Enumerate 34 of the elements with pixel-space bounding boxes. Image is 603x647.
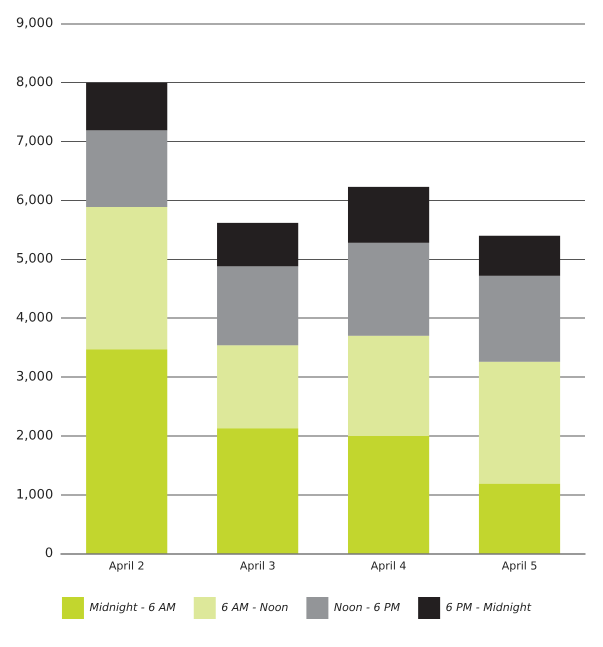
bar (217, 345, 298, 428)
bar (348, 436, 430, 554)
y-tick-label: 2,000 (16, 428, 54, 444)
y-tick-label: 9,000 (16, 16, 54, 32)
bar (348, 336, 430, 436)
y-tick-label: 6,000 (16, 192, 54, 208)
x-tick-label: April 5 (502, 559, 538, 572)
bar (478, 276, 560, 362)
y-tick-label: 4,000 (16, 310, 54, 326)
bar (86, 130, 168, 207)
y-tick-label: 5,000 (16, 252, 54, 267)
y-tick-label: 1,000 (16, 487, 54, 502)
x-tick-label: April 4 (370, 559, 406, 572)
legend-label: 6 AM - Noon (221, 600, 288, 614)
y-tick-label: 7,000 (16, 134, 54, 149)
x-tick-label: April 3 (240, 559, 276, 572)
legend-label: Midnight - 6 AM (89, 600, 176, 614)
bar (478, 484, 560, 554)
bar (217, 266, 298, 346)
bar (217, 222, 298, 266)
bar (348, 186, 430, 243)
legend-label: 6 PM - Midnight (446, 600, 532, 614)
bar (217, 428, 298, 554)
x-tick-label: April 2 (108, 559, 145, 572)
bar (86, 82, 168, 130)
legend-label: Noon - 6 PM (334, 600, 401, 614)
y-tick-label: 8,000 (16, 75, 54, 90)
bar (86, 349, 168, 554)
bar (348, 242, 430, 336)
y-tick-label: 3,000 (16, 370, 54, 385)
y-tick-label: 0 (44, 546, 54, 562)
bar (86, 206, 168, 350)
bar (478, 236, 560, 276)
bar (478, 362, 560, 484)
